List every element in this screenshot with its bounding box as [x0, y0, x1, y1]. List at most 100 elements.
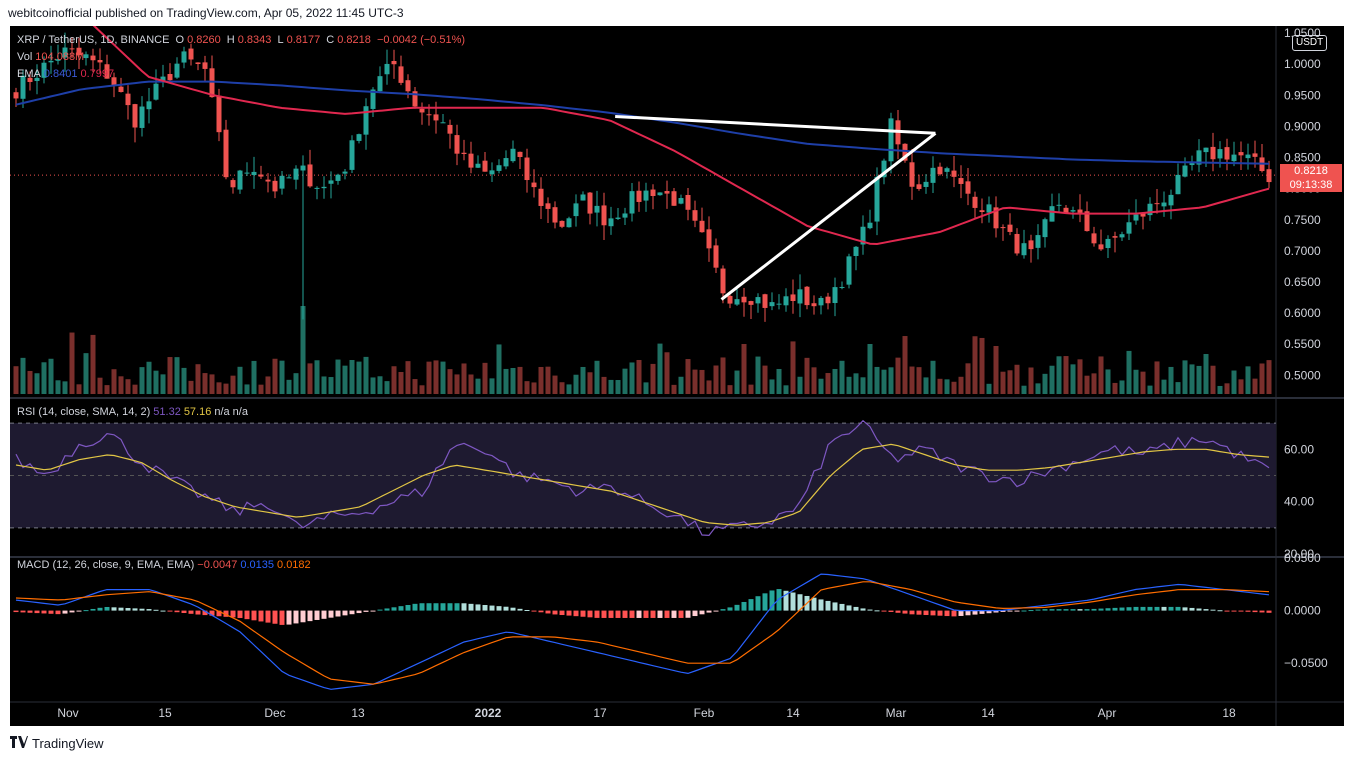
- candle-body: [594, 205, 600, 213]
- macd-histogram-bar: [27, 610, 33, 613]
- time-tick-label: Mar: [886, 706, 907, 720]
- macd-histogram-bar: [993, 610, 999, 613]
- publish-info: webitcoinofficial published on TradingVi…: [8, 6, 404, 20]
- volume-bar: [1126, 350, 1132, 394]
- macd-histogram-bar: [125, 608, 131, 611]
- volume-bar: [370, 377, 376, 394]
- candle-body: [293, 168, 299, 180]
- volume-bar: [916, 367, 922, 394]
- macd-histogram-bar: [1217, 610, 1223, 612]
- currency-badge[interactable]: USDT: [1292, 35, 1328, 51]
- candle-body: [1112, 236, 1118, 238]
- volume-bar: [1084, 375, 1090, 394]
- macd-histogram-bar: [524, 609, 530, 611]
- candle-body: [944, 168, 950, 172]
- volume-bar: [846, 376, 852, 394]
- candle-body: [699, 220, 705, 233]
- volume-bar: [1252, 378, 1258, 394]
- macd-histogram-bar: [412, 603, 418, 611]
- candle-body: [937, 166, 943, 175]
- price-tick-label: 0.6500: [1284, 275, 1321, 289]
- volume-bar: [993, 346, 999, 394]
- volume-bar: [293, 373, 299, 394]
- volume-bar: [195, 364, 201, 394]
- macd-histogram-bar: [13, 610, 19, 613]
- tradingview-logo-icon: [10, 736, 28, 751]
- volume-bar: [272, 358, 278, 394]
- candle-body: [356, 134, 362, 141]
- chart-frame[interactable]: 1.05001.00000.95000.90000.85000.80000.75…: [10, 26, 1344, 726]
- macd-histogram-bar: [258, 610, 264, 622]
- candle-body: [195, 62, 201, 65]
- candle-body: [587, 192, 593, 214]
- candle-body: [916, 184, 922, 189]
- macd-histogram-bar: [328, 610, 334, 618]
- candle-body: [1161, 202, 1167, 207]
- volume-bar: [97, 377, 103, 394]
- volume-bar: [559, 382, 565, 394]
- volume-bar: [566, 384, 572, 394]
- time-tick-label: 17: [593, 706, 607, 720]
- macd-histogram-bar: [188, 610, 194, 614]
- volume-bar: [321, 376, 327, 394]
- volume-bar: [734, 370, 740, 394]
- volume-bar: [685, 359, 691, 394]
- candle-body: [797, 289, 803, 304]
- volume-bar: [265, 376, 271, 394]
- trading-chart[interactable]: 1.05001.00000.95000.90000.85000.80000.75…: [10, 26, 1344, 726]
- volume-bar: [713, 365, 719, 394]
- volume-bar: [804, 357, 810, 394]
- candle-body: [790, 294, 796, 302]
- rsi-tick-label: 60.00: [1284, 442, 1314, 456]
- ema-label: EMA: [17, 68, 41, 80]
- change-value: −0.0042 (−0.51%): [376, 34, 466, 46]
- candle-body: [573, 203, 579, 217]
- candle-body: [1007, 224, 1013, 232]
- macd-histogram-bar: [482, 604, 488, 611]
- macd-histogram-bar: [643, 610, 649, 618]
- candle-body: [776, 303, 782, 305]
- candle-body: [489, 170, 495, 175]
- rsi-label: RSI (14, close, SMA, 14, 2): [17, 406, 151, 418]
- price-tick-label: 1.0000: [1284, 57, 1321, 71]
- time-tick-label: 14: [981, 706, 995, 720]
- volume-bar: [76, 384, 82, 394]
- macd-histogram-bar: [713, 610, 719, 612]
- macd-histogram-bar: [244, 610, 250, 620]
- volume-bar: [1056, 356, 1062, 394]
- macd-histogram-bar: [433, 603, 439, 611]
- macd-histogram-bar: [916, 610, 922, 615]
- candle-body: [482, 160, 488, 172]
- candle-body: [965, 181, 971, 194]
- candle-body: [1217, 149, 1223, 159]
- volume-bar: [363, 356, 369, 394]
- volume-bar: [496, 344, 502, 394]
- volume-bar: [748, 384, 754, 394]
- candle-body: [1231, 154, 1237, 162]
- macd-histogram-bar: [706, 610, 712, 613]
- macd-histogram-bar: [1182, 607, 1188, 611]
- volume-bar: [538, 366, 544, 394]
- candle-body: [734, 299, 740, 305]
- macd-line: [15, 573, 1270, 690]
- candle-body: [636, 190, 642, 202]
- macd-histogram-bar: [139, 608, 145, 611]
- macd-histogram-bar: [1238, 610, 1244, 612]
- volume-bar: [34, 373, 40, 394]
- volume-bar: [1245, 366, 1251, 394]
- candle-body: [923, 181, 929, 187]
- macd-histogram-bar: [881, 610, 887, 612]
- volume-bar: [1210, 365, 1216, 394]
- macd-histogram-bar: [1028, 610, 1034, 612]
- macd-histogram-bar: [622, 610, 628, 618]
- macd-histogram-bar: [1126, 607, 1132, 611]
- candle-body: [412, 91, 418, 107]
- macd-histogram-bar: [1259, 610, 1265, 613]
- macd-histogram-bar: [1070, 609, 1076, 611]
- macd-histogram-bar: [62, 610, 68, 614]
- volume-bar: [1140, 371, 1146, 394]
- volume-value: 104.088M: [35, 51, 85, 63]
- candle-body: [62, 47, 68, 58]
- volume-bar: [468, 374, 474, 394]
- macd-histogram-bar: [860, 608, 866, 611]
